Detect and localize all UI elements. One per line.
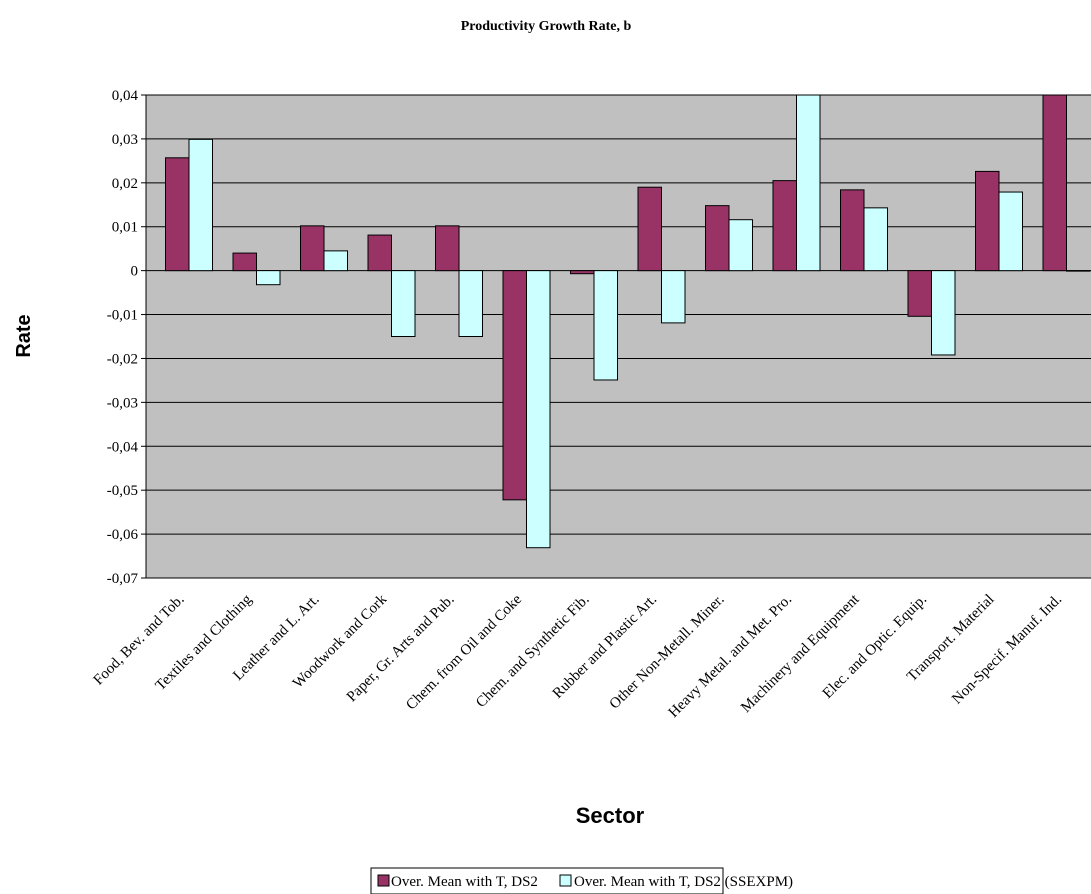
legend-swatch-series-2 xyxy=(559,874,572,887)
bar-series-1 xyxy=(435,225,460,272)
bar-series-2 xyxy=(998,191,1023,272)
y-axis-title: Rate xyxy=(13,314,35,357)
bar-series-1 xyxy=(165,157,190,272)
y-tick-label: 0,01 xyxy=(112,220,138,236)
x-tick-label: Other Non-Metall. Miner. xyxy=(607,592,728,713)
y-tick-label: 0,04 xyxy=(112,88,139,104)
bar-series-2 xyxy=(1066,270,1091,272)
x-ticks: Food, Bev. and Tob.Textiles and Clothing… xyxy=(91,591,1065,721)
bar-series-2 xyxy=(458,270,483,337)
legend-label-series-2: Over. Mean with T, DS2 (SSEXPM) xyxy=(574,874,793,890)
x-axis-title: Sector xyxy=(576,803,645,828)
gridlines xyxy=(146,94,1091,579)
bar-series-2 xyxy=(863,207,888,272)
bar-series-2 xyxy=(256,270,281,286)
y-tick-label: 0 xyxy=(131,264,139,280)
bar-series-1 xyxy=(1042,94,1067,272)
bar-series-2 xyxy=(323,250,348,272)
bar-series-2 xyxy=(728,219,753,272)
y-tick-label: -0,06 xyxy=(107,527,139,543)
legend: Over. Mean with T, DS2 Over. Mean with T… xyxy=(370,867,793,894)
y-tick-label: 0,03 xyxy=(112,132,138,148)
bar-series-1 xyxy=(300,225,325,272)
bar-series-2 xyxy=(526,270,551,549)
x-tick-label: Heavy Metal. and Met. Pro. xyxy=(666,592,795,721)
bar-series-2 xyxy=(391,270,416,337)
x-tick-label: Chem. from Oil and Coke xyxy=(403,591,525,713)
y-tick-label: -0,02 xyxy=(107,351,138,367)
bar-series-1 xyxy=(570,270,595,275)
x-tick-label: Chem. and Synthetic Fib. xyxy=(473,592,592,711)
y-tick-label: -0,01 xyxy=(107,308,138,324)
bar-series-2 xyxy=(796,94,821,272)
x-tick-label: Machinery and Equipment xyxy=(738,591,863,716)
bar-series-1 xyxy=(637,186,662,272)
bar-series-1 xyxy=(705,205,730,272)
bar-series-1 xyxy=(975,170,1000,272)
y-tick-label: -0,05 xyxy=(107,483,138,499)
bar-series-2 xyxy=(188,138,213,272)
legend-swatch-series-1 xyxy=(377,874,390,887)
y-tick-label: -0,07 xyxy=(107,571,139,587)
legend-label-series-1: Over. Mean with T, DS2 xyxy=(391,874,538,890)
bar-series-1 xyxy=(367,234,392,272)
bar-series-1 xyxy=(772,180,797,272)
bars xyxy=(165,94,1091,549)
bar-series-1 xyxy=(502,270,527,501)
y-ticks: 0,04 0,03 0,02 0,01 0 -0,01 -0,02 -0,03 -0,04 -0,… xyxy=(107,88,146,587)
bar-series-1 xyxy=(232,252,257,272)
y-tick-label: 0,02 xyxy=(112,176,138,192)
chart-title: Productivity Growth Rate, b xyxy=(461,19,632,34)
bar-series-2 xyxy=(661,270,686,324)
legend-box xyxy=(370,867,724,894)
bar-series-2 xyxy=(931,270,956,356)
bar-series-1 xyxy=(907,270,932,317)
x-tick-label: Non-Specif. Manuf. Ind. xyxy=(949,592,1065,708)
y-tick-label: -0,04 xyxy=(107,439,139,455)
y-tick-label: -0,03 xyxy=(107,395,138,411)
bar-series-1 xyxy=(840,189,865,272)
bar-series-2 xyxy=(593,270,618,381)
